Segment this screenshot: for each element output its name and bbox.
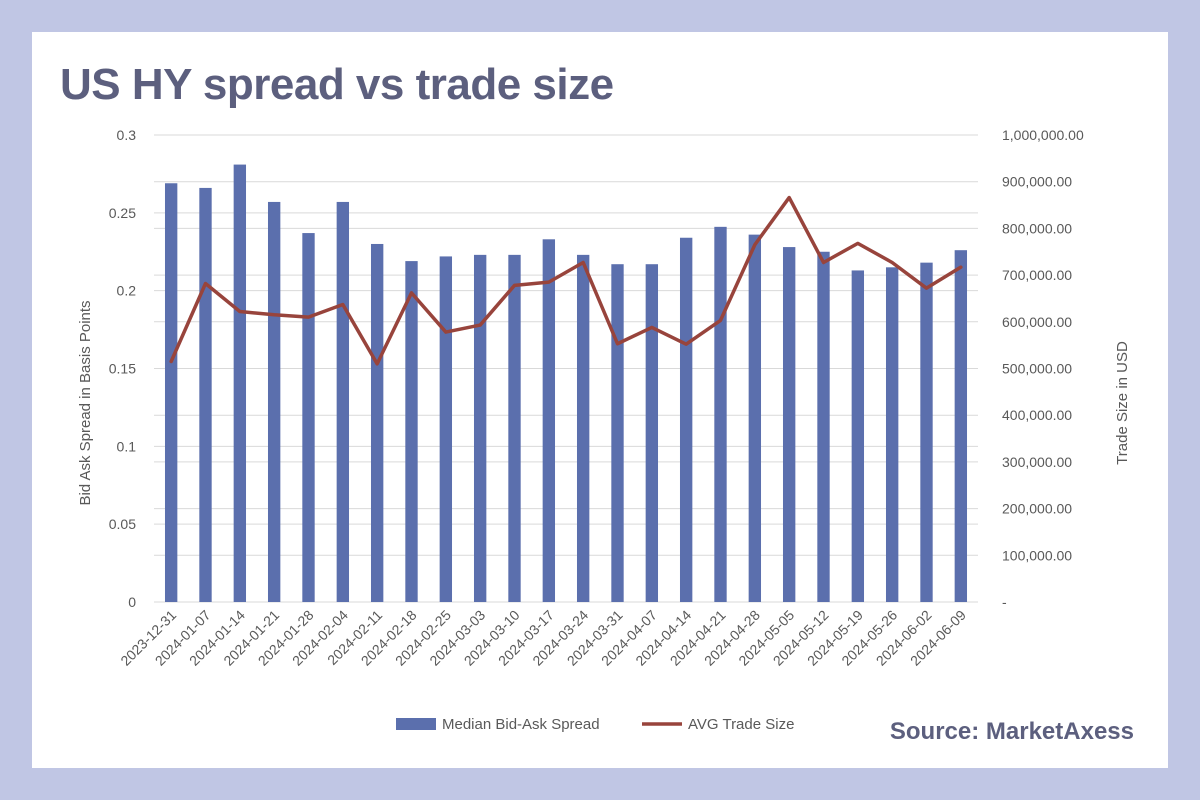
y2-tick-label: 300,000.00 <box>1002 454 1072 470</box>
y-tick-label: 0.1 <box>117 438 137 454</box>
bar <box>782 247 796 602</box>
y2-tick-label: 500,000.00 <box>1002 361 1072 377</box>
bar <box>645 264 659 602</box>
y2-tick-label: 900,000.00 <box>1002 174 1072 190</box>
chart-card: US HY spread vs trade size 0 0.05 0.1 0.15 0… <box>32 32 1168 768</box>
bar <box>336 201 350 603</box>
legend-label-spread: Median Bid-Ask Spread <box>442 716 600 733</box>
spread-bars <box>164 164 968 603</box>
left-axis-title: Bid Ask Spread in Basis Points <box>77 300 94 505</box>
x-axis-ticks: 2023-12-312024-01-072024-01-142024-01-21… <box>117 607 969 669</box>
bar <box>370 243 384 602</box>
bar <box>679 237 693 603</box>
y-tick-label: 0 <box>128 594 136 610</box>
y2-tick-label: 700,000.00 <box>1002 267 1072 283</box>
y2-tick-label: 100,000.00 <box>1002 547 1072 563</box>
y2-tick-label: 600,000.00 <box>1002 314 1072 330</box>
y2-tick-label: - <box>1002 594 1007 610</box>
right-axis-title: Trade Size in USD <box>1114 341 1131 465</box>
left-axis-ticks: 0 0.05 0.1 0.15 0.2 0.25 0.3 <box>109 127 136 610</box>
bar <box>714 226 727 603</box>
y-tick-label: 0.25 <box>109 205 136 221</box>
bar <box>508 254 521 602</box>
combo-chart: 0 0.05 0.1 0.15 0.2 0.25 0.3 - 100,000.00 200,00… <box>77 127 1131 733</box>
y-tick-label: 0.05 <box>109 516 136 532</box>
legend-label-trade-size: AVG Trade Size <box>688 716 794 733</box>
bar <box>267 201 281 603</box>
bar <box>302 233 315 602</box>
source-note: Source: MarketAxess <box>889 718 1134 745</box>
bar <box>885 267 899 602</box>
bar <box>851 270 865 602</box>
bar <box>542 239 556 602</box>
bar <box>817 251 830 602</box>
legend: Median Bid-Ask Spread AVG Trade Size <box>396 716 794 733</box>
chart-title: US HY spread vs trade size <box>60 60 614 109</box>
bar <box>920 262 933 602</box>
y-tick-label: 0.15 <box>109 361 136 377</box>
bar <box>473 254 487 602</box>
bar <box>233 164 247 602</box>
trade-size-series-line <box>169 195 963 366</box>
right-axis-ticks: - 100,000.00 200,000.00 300,000.00 400,000.0… <box>1002 127 1084 610</box>
bar <box>405 261 418 602</box>
trade-size-line <box>169 195 963 366</box>
y-tick-label: 0.2 <box>117 283 137 299</box>
bar <box>954 250 968 602</box>
y-tick-label: 0.3 <box>117 127 137 143</box>
y2-tick-label: 400,000.00 <box>1002 407 1072 423</box>
y2-tick-label: 800,000.00 <box>1002 220 1072 236</box>
legend-swatch-bar <box>396 718 436 730</box>
y2-tick-label: 200,000.00 <box>1002 501 1072 517</box>
bar <box>576 254 590 602</box>
bar <box>748 234 762 603</box>
grid-lines <box>154 134 978 603</box>
bar <box>199 187 212 602</box>
bar <box>611 264 624 602</box>
y2-tick-label: 1,000,000.00 <box>1002 127 1084 143</box>
bar <box>439 256 453 602</box>
bar <box>164 183 178 603</box>
